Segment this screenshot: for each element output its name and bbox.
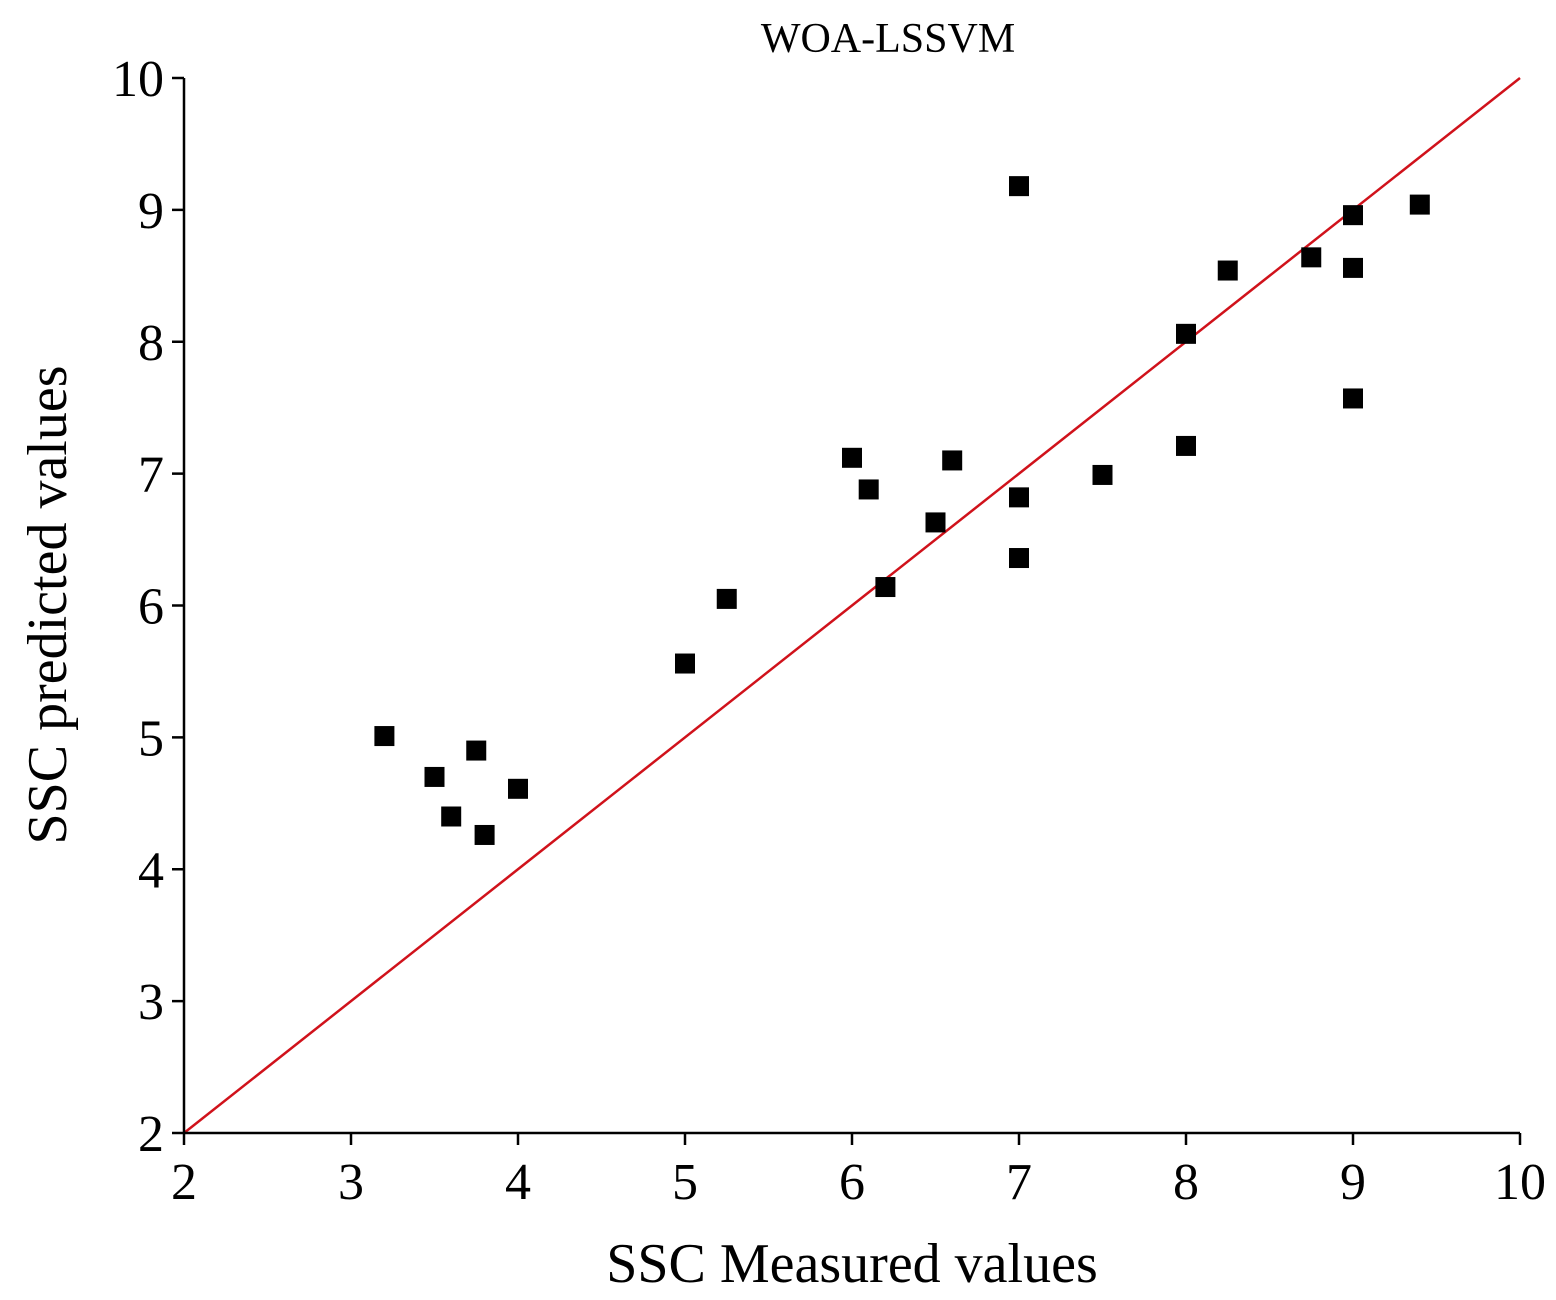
data-point	[474, 824, 495, 845]
x-tick-label: 2	[171, 1154, 197, 1211]
x-tick-label: 8	[1173, 1154, 1199, 1211]
y-tick-label: 4	[138, 842, 164, 899]
data-point	[925, 512, 946, 533]
tick-labels: 2 3 4 5 6 7 8 9 10 2 3 4 5 6 7 8 9 10	[112, 51, 1546, 1211]
data-point	[466, 740, 487, 761]
data-point	[508, 778, 528, 799]
x-tick-label: 5	[672, 1154, 698, 1211]
data-points	[374, 176, 1430, 845]
data-point	[1301, 247, 1322, 268]
axes	[172, 76, 1522, 1145]
data-point	[1092, 464, 1113, 485]
y-tick-label: 5	[138, 710, 164, 767]
data-point	[1009, 487, 1029, 508]
data-point	[858, 479, 879, 500]
x-tick-label: 9	[1340, 1154, 1366, 1211]
data-point	[1343, 388, 1363, 409]
data-point	[1009, 548, 1029, 569]
reference-line	[183, 77, 1521, 1134]
x-tick-label: 6	[839, 1154, 865, 1211]
data-point	[424, 766, 445, 787]
y-tick-label: 6	[138, 579, 164, 636]
x-tick-label: 10	[1494, 1154, 1546, 1211]
data-point	[716, 588, 737, 609]
x-axis-title: SSC Measured values	[606, 1233, 1098, 1295]
y-axis-title: SSC predicted values	[17, 365, 79, 844]
x-tick-label: 3	[338, 1154, 364, 1211]
y-tick-label: 10	[112, 51, 164, 108]
chart-title: WOA-LSSVM	[761, 16, 1015, 62]
data-point	[1409, 194, 1430, 215]
y-tick-label: 3	[138, 974, 164, 1031]
data-point	[1343, 257, 1363, 278]
data-point	[441, 806, 462, 827]
data-point	[675, 653, 695, 674]
data-point	[1176, 323, 1196, 344]
y-tick-label: 8	[138, 315, 164, 372]
data-point	[374, 726, 395, 747]
data-point	[1009, 176, 1029, 197]
data-point	[942, 450, 963, 471]
x-tick-label: 4	[505, 1154, 531, 1211]
x-tick-label: 7	[1006, 1154, 1032, 1211]
y-tick-label: 7	[138, 447, 164, 504]
y-tick-label: 9	[138, 183, 164, 240]
data-point	[842, 447, 862, 468]
data-point	[1176, 435, 1196, 456]
data-point	[1343, 205, 1363, 226]
y-tick-label: 2	[138, 1106, 164, 1163]
data-point	[1217, 260, 1238, 281]
data-point	[875, 577, 896, 598]
reference-line-layer	[183, 77, 1521, 1134]
